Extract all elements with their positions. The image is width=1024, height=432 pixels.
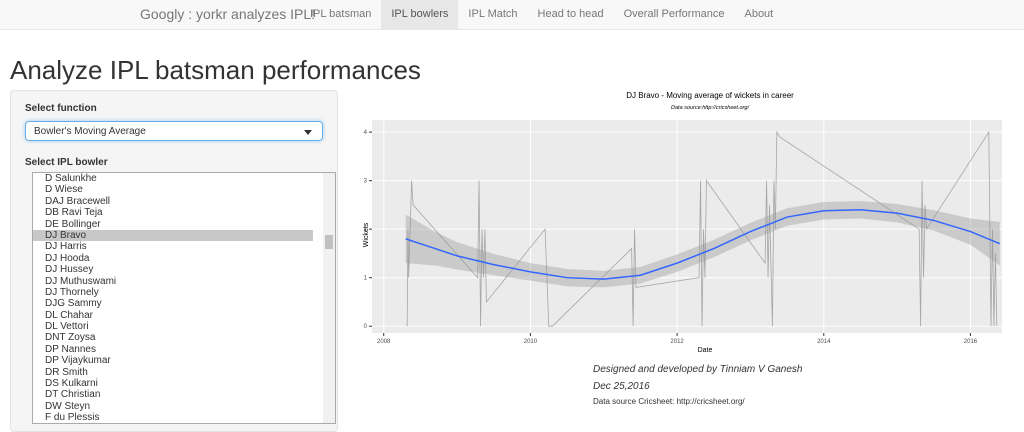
bowler-option[interactable]: DAJ Bracewell [45,195,111,207]
bowler-option[interactable]: DS Kulkarni [45,378,98,390]
x-tick-label: 2008 [377,339,391,345]
y-tick-label: 2 [364,227,368,233]
x-axis-label: Date [698,347,713,354]
bowler-option[interactable]: DW Steyn [45,400,91,412]
smooth-line [405,209,1001,280]
x-tick-label: 2016 [964,339,978,345]
x-tick-label: 2014 [817,339,831,345]
bowler-option[interactable]: DL Chahar [45,309,93,321]
bowler-option[interactable]: DJ Hooda [45,252,90,264]
bowler-option[interactable]: DJG Sammy [45,298,102,310]
y-tick-label: 1 [364,276,368,282]
nav-tab[interactable]: IPL batsman [310,8,372,20]
bowler-option[interactable]: DJ Muthuswami [45,275,117,287]
navbar: Googly : yorkr analyzes IPL! IPL batsman… [0,0,1024,30]
bowler-list[interactable]: D Salunkhe D Wiese DAJ Bracewell DB Ravi Te… [32,172,336,424]
bowler-option[interactable]: DNT Zoysa [45,332,96,344]
bowler-option[interactable]: F du Plessis [45,412,100,424]
function-select[interactable]: Bowler's Moving Average [25,121,323,141]
source: Data source Cricsheet: http://cricsheet.… [593,397,745,406]
bowler-label: Select IPL bowler [25,157,108,168]
bowler-option[interactable]: DP Nannes [45,343,96,355]
y-tick-label: 3 [364,179,368,185]
chart-title: DJ Bravo - Moving average of wickets in … [626,91,794,100]
scroll-thumb[interactable] [325,235,333,249]
bowler-option[interactable]: DL Vettori [45,321,89,333]
plot-panel [372,120,1002,333]
brand[interactable]: Googly : yorkr analyzes IPL! [140,6,316,22]
nav-tab[interactable]: About [744,8,774,20]
select-value: Bowler's Moving Average [34,126,146,137]
bowler-option[interactable]: DB Ravi Teja [45,207,103,219]
bowler-option[interactable]: DT Christian [45,389,101,401]
bowler-option[interactable]: D Wiese [45,184,83,196]
credit: Designed and developed by Tinniam V Gane… [593,364,803,375]
chart-subtitle: Data source:http://cricsheet.org/ [671,105,749,111]
caret [304,130,312,135]
nav-tab[interactable]: IPL bowlers [381,0,459,29]
nav-tab[interactable]: IPL Match [468,8,518,20]
chart: DJ Bravo - Moving average of wickets in … [363,91,1002,354]
bowler-option[interactable]: DR Smith [45,366,88,378]
tabs: IPL batsman IPL bowlers IPL Match Head to h… [300,0,783,29]
nav-tab[interactable]: Head to head [537,8,604,20]
y-axis-label: Wickets [363,222,370,247]
scrollbar[interactable] [323,173,335,423]
bowler-option[interactable]: DE Bollinger [45,218,101,230]
bowler-option[interactable]: DJ Hussey [45,264,94,276]
bowler-option[interactable]: DP Vijaykumar [45,355,111,367]
bowler-option[interactable]: DJ Bravo [33,229,313,242]
date: Dec 25,2016 [593,381,650,392]
bowler-option[interactable]: D Salunkhe [45,173,97,184]
y-tick-label: 4 [364,130,368,136]
x-tick-label: 2012 [670,339,684,345]
y-tick-label: 0 [364,324,368,330]
bowler-option[interactable]: DJ Harris [45,241,87,253]
wickets-line [406,130,998,327]
page-title: Analyze IPL batsman performances [10,55,421,85]
bowler-option[interactable]: DJ Thornely [45,286,99,298]
nav-tab[interactable]: Overall Performance [623,8,725,20]
function-label: Select function [25,103,97,114]
x-tick-label: 2010 [524,339,538,345]
